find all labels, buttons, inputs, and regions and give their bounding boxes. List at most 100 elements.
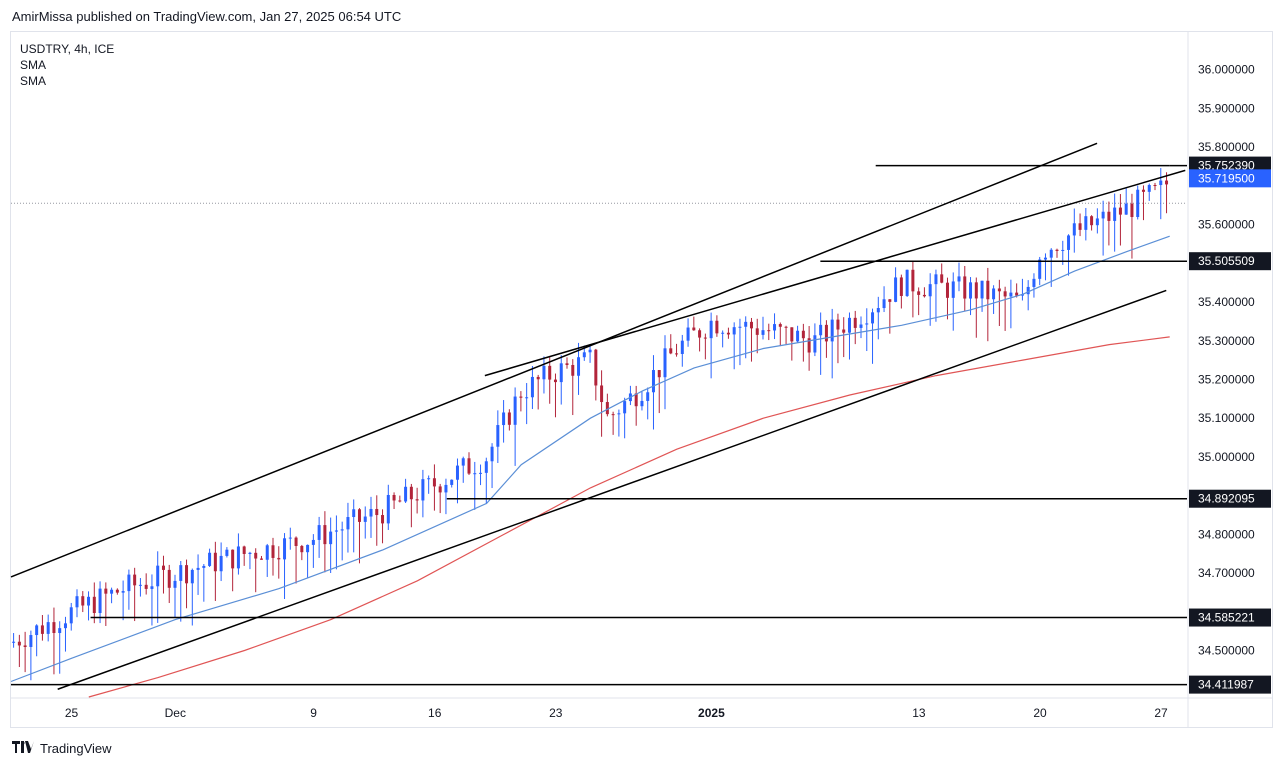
candle-body bbox=[323, 525, 327, 545]
candle-body bbox=[277, 557, 281, 560]
candle-body bbox=[167, 569, 171, 588]
footer-brand-name: TradingView bbox=[40, 740, 112, 756]
candle-body bbox=[634, 393, 638, 407]
candle-body bbox=[259, 558, 263, 560]
candle-body bbox=[784, 326, 788, 328]
candle-body bbox=[1026, 286, 1030, 295]
candle-body bbox=[467, 458, 471, 474]
candle-body bbox=[657, 370, 661, 378]
candle-body bbox=[600, 385, 604, 403]
candle-body bbox=[179, 565, 183, 581]
candle-body bbox=[357, 509, 361, 522]
candle-body bbox=[559, 363, 563, 383]
candle-body bbox=[317, 525, 321, 540]
candle-body bbox=[161, 565, 165, 570]
candle-body bbox=[732, 327, 736, 335]
candle-body bbox=[375, 508, 379, 516]
candle-body bbox=[588, 349, 592, 353]
candle-body bbox=[807, 338, 811, 353]
price-level-label: 34.411987 bbox=[1198, 678, 1254, 692]
candle-body bbox=[680, 340, 684, 354]
candle-body bbox=[242, 546, 246, 554]
candle-body bbox=[115, 589, 119, 593]
candle-body bbox=[288, 537, 292, 539]
candle-body bbox=[1141, 189, 1145, 192]
candle-body bbox=[173, 580, 177, 588]
candle-body bbox=[415, 499, 419, 501]
candle-body bbox=[346, 517, 350, 530]
candle-body bbox=[329, 531, 333, 545]
candle-body bbox=[582, 352, 586, 358]
candle-body bbox=[461, 458, 465, 466]
candle-body bbox=[847, 317, 851, 333]
candle-body bbox=[450, 479, 454, 485]
candle-body bbox=[669, 348, 673, 354]
candle-body bbox=[663, 348, 667, 378]
candle-body bbox=[63, 623, 67, 629]
candle-body bbox=[1113, 207, 1117, 221]
candle-body bbox=[1118, 207, 1122, 215]
candle-body bbox=[12, 641, 16, 643]
footer-brand[interactable]: TradingView bbox=[12, 740, 112, 756]
candle-body bbox=[23, 645, 27, 647]
trendline-upper-channel bbox=[10, 142, 1098, 578]
candle-body bbox=[513, 396, 517, 425]
candle-body bbox=[744, 321, 748, 327]
price-tick-label: 35.800000 bbox=[1198, 140, 1255, 154]
candle-body bbox=[231, 549, 235, 569]
candle-body bbox=[404, 486, 408, 502]
candle-body bbox=[1003, 291, 1007, 297]
candle-body bbox=[865, 323, 869, 325]
candle-body bbox=[922, 294, 926, 297]
candle-body bbox=[1032, 278, 1036, 287]
legend-symbol[interactable]: USDTRY, 4h, ICE bbox=[20, 42, 115, 56]
chart-pane[interactable] bbox=[10, 31, 1273, 728]
candle-body bbox=[773, 324, 777, 331]
candle-body bbox=[1015, 292, 1019, 296]
legend-sma-2[interactable]: SMA bbox=[20, 74, 47, 88]
time-tick-label: 27 bbox=[1154, 706, 1168, 720]
candle-body bbox=[69, 607, 73, 624]
candle-body bbox=[519, 396, 523, 398]
candle-body bbox=[1165, 180, 1169, 185]
candle-body bbox=[271, 545, 275, 558]
candle-body bbox=[1130, 203, 1134, 218]
candle-body bbox=[790, 327, 794, 342]
time-tick-label: 20 bbox=[1033, 706, 1047, 720]
price-tick-label: 34.800000 bbox=[1198, 527, 1255, 541]
candle-body bbox=[801, 330, 805, 339]
candle-body bbox=[640, 400, 644, 407]
candle-body bbox=[340, 529, 344, 531]
candle-body bbox=[1072, 223, 1076, 236]
candle-body bbox=[225, 549, 229, 556]
candle-body bbox=[409, 486, 413, 500]
candle-body bbox=[479, 472, 483, 474]
price-level-label: 35.719500 bbox=[1198, 171, 1255, 185]
candle-body bbox=[1055, 249, 1059, 251]
candle-body bbox=[386, 494, 390, 524]
candle-body bbox=[899, 277, 903, 296]
candle-body bbox=[306, 544, 310, 553]
candle-body bbox=[715, 320, 719, 334]
candle-body bbox=[876, 308, 880, 313]
candle-body bbox=[1136, 189, 1140, 218]
candle-body bbox=[81, 596, 85, 606]
candle-body bbox=[905, 269, 909, 296]
price-label-box bbox=[1189, 252, 1271, 271]
time-tick-label: Dec bbox=[165, 706, 186, 720]
sma-slow-line bbox=[88, 336, 1170, 698]
candle-body bbox=[594, 349, 598, 386]
candle-body bbox=[819, 324, 823, 336]
candle-body bbox=[917, 291, 921, 295]
candle-body bbox=[623, 401, 627, 414]
legend-sma-1[interactable]: SMA bbox=[20, 58, 47, 72]
candle-body bbox=[398, 500, 402, 502]
time-tick-label: 23 bbox=[549, 706, 563, 720]
candle-body bbox=[605, 402, 609, 415]
candle-body bbox=[525, 397, 529, 399]
candle-body bbox=[836, 319, 840, 330]
candle-body bbox=[150, 586, 154, 589]
candle-body bbox=[438, 486, 442, 493]
candle-body bbox=[421, 479, 425, 501]
